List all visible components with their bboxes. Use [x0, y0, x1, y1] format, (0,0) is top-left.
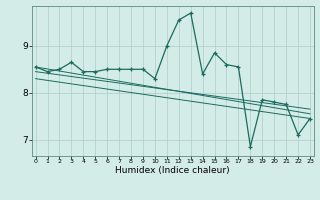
X-axis label: Humidex (Indice chaleur): Humidex (Indice chaleur): [116, 166, 230, 175]
